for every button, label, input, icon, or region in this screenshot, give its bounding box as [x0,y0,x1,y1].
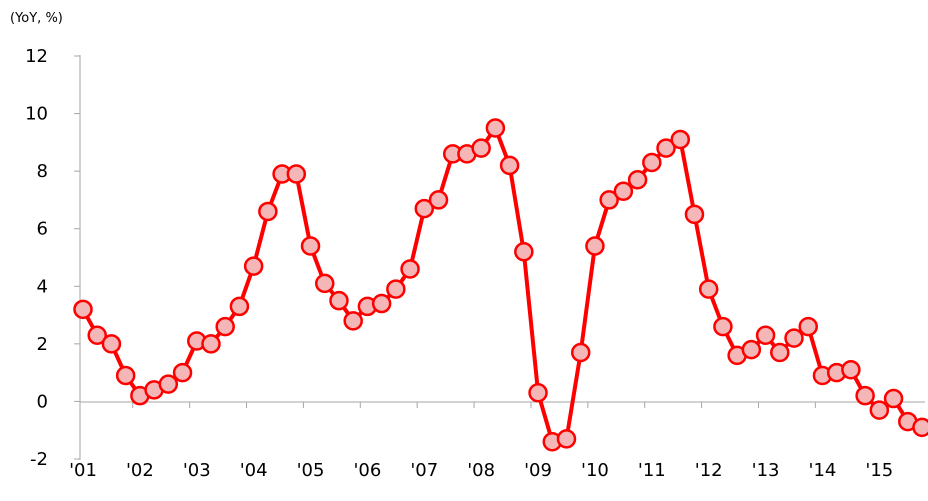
data-point [869,400,890,420]
x-tick-label: '04 [240,460,268,481]
data-point [514,241,534,262]
data-point [798,316,818,337]
x-tick-label: '12 [695,460,723,481]
data-point [698,279,719,299]
y-tick-label: 12 [25,46,48,67]
data-point [841,360,861,380]
data-point [627,170,648,190]
data-point [414,198,435,219]
x-tick-label: '01 [69,460,97,481]
data-point [485,118,506,138]
x-tick-label: '15 [865,460,893,481]
x-tick-label: '13 [752,460,780,481]
x-tick-label: '14 [809,460,837,481]
data-point [386,279,406,299]
data-point [713,316,733,337]
y-tick-label: 2 [37,334,48,355]
y-axis-ticks: 12 10 8 6 4 2 0 -2 [25,46,80,470]
series-group [73,118,928,452]
y-tick-label: -2 [30,449,48,470]
x-tick-label: '05 [297,460,325,481]
data-point [243,256,264,276]
data-point [343,311,363,331]
data-point [599,190,619,210]
x-tick-label: '06 [353,460,381,481]
x-axis-ticks: '01 '02 '03 '04 '05 '06 '07 '08 '09 '10 '11 '12 '13 '… [69,402,893,481]
data-point [314,273,335,294]
y-axis-unit-label: (YoY, %) [10,11,63,26]
data-point [528,383,548,403]
data-point [741,339,762,360]
data-point [570,342,591,363]
data-point [883,388,904,409]
data-point [286,164,307,184]
data-point [556,429,577,449]
x-tick-label: '11 [638,460,666,481]
data-point [499,155,520,176]
data-point [87,325,107,345]
data-point [101,334,122,354]
data-point [585,236,605,256]
series-line [81,126,924,444]
data-point [371,293,392,314]
data-point [613,181,634,202]
data-point [656,138,676,158]
y-tick-label: 8 [37,161,48,182]
data-point [201,334,221,354]
data-point [855,385,875,406]
data-point [912,417,928,438]
data-point [215,316,235,337]
data-point [684,204,705,225]
data-point [172,362,193,383]
data-point [73,299,93,320]
y-tick-label: 4 [37,276,48,297]
data-point [158,374,179,394]
data-point [770,342,790,363]
data-point [229,296,250,317]
x-tick-label: '03 [183,460,211,481]
x-tick-label: '02 [126,460,154,481]
data-point [471,138,491,158]
x-tick-label: '08 [467,460,495,481]
data-point [755,325,776,345]
y-tick-label: 10 [25,104,48,125]
data-point [115,365,136,386]
x-tick-label: '10 [581,460,609,481]
data-point [784,328,804,348]
x-tick-label: '09 [524,460,552,481]
y-tick-label: 0 [37,391,48,412]
data-point [329,290,349,311]
data-point [670,129,691,150]
data-point [428,190,449,210]
x-tick-label: '07 [410,460,438,481]
data-point [300,236,321,256]
data-point [642,152,662,173]
y-tick-label: 6 [37,219,48,240]
data-point [400,259,420,279]
data-point [258,201,278,222]
